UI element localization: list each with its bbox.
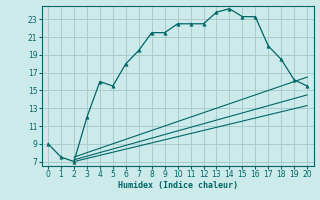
X-axis label: Humidex (Indice chaleur): Humidex (Indice chaleur) [118, 181, 237, 190]
